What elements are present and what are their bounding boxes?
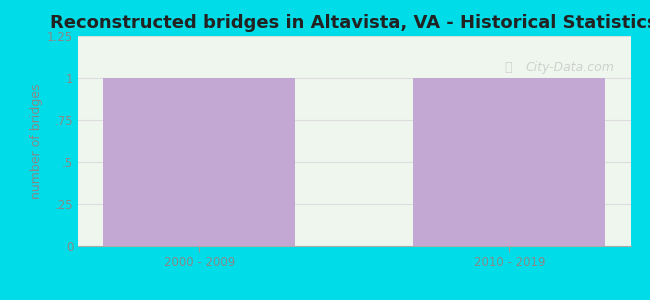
Y-axis label: number of bridges: number of bridges xyxy=(30,83,43,199)
Text: Ⓢ: Ⓢ xyxy=(504,61,512,74)
Title: Reconstructed bridges in Altavista, VA - Historical Statistics: Reconstructed bridges in Altavista, VA -… xyxy=(51,14,650,32)
Bar xyxy=(103,78,295,246)
Text: City-Data.com: City-Data.com xyxy=(525,61,614,74)
Bar xyxy=(413,78,605,246)
